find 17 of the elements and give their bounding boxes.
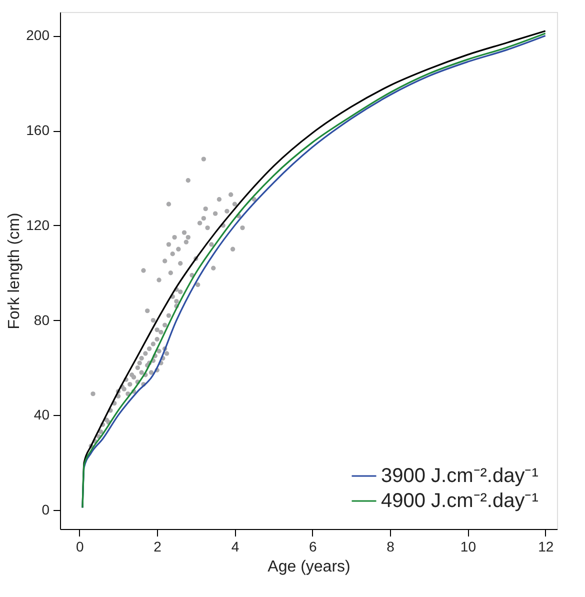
x-tick-label: 12 [538,538,554,554]
legend-label: 3900 J.cm⁻².day⁻¹ [381,465,539,487]
x-tick-label: 4 [231,538,240,554]
x-tick-label: 8 [386,538,395,554]
x-tick-label: 2 [154,538,162,554]
x-tick-label: 6 [308,538,317,554]
x-tick-label: 0 [76,538,84,554]
x-tick-label: 10 [460,538,476,554]
y-tick-label: 200 [26,27,50,44]
x-axis-title: Age (years) [268,558,350,576]
y-tick-label: 80 [34,312,50,328]
y-tick-label: 120 [26,216,50,233]
y-axis-title: Fork length (cm) [6,212,24,330]
y-tick-label: 160 [26,122,50,138]
legend-label: 4900 J.cm⁻².day⁻¹ [381,490,539,512]
y-tick-label: 40 [34,406,50,423]
y-tick-label: 0 [42,502,50,518]
